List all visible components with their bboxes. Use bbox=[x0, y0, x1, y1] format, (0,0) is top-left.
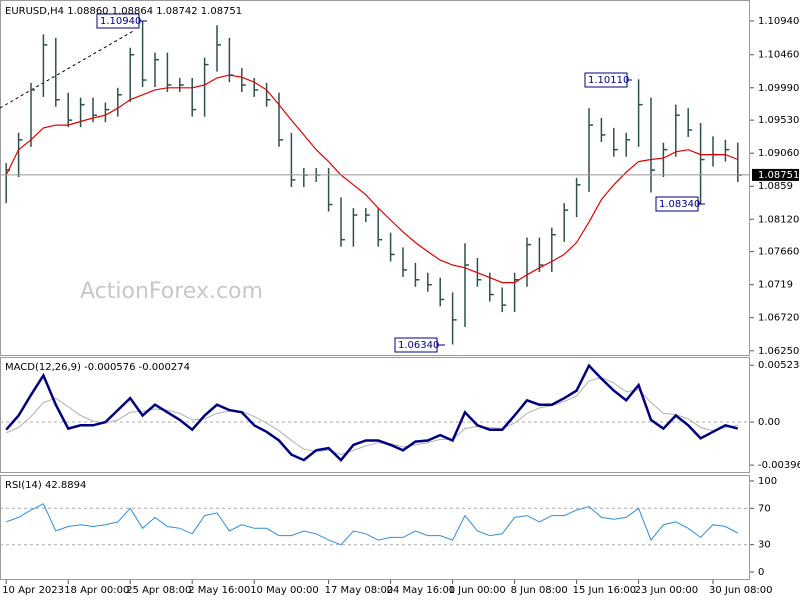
y-tick-label: 100 bbox=[758, 476, 777, 487]
series-line bbox=[6, 503, 739, 546]
y-tick-label: 1.0719 bbox=[758, 280, 793, 291]
rsi-pane bbox=[0, 475, 750, 580]
y-tick-label: 1.09060 bbox=[758, 148, 799, 159]
y-tick-label: 1.07660 bbox=[758, 247, 799, 258]
x-tick-label: 30 Jun 08:00 bbox=[709, 585, 773, 596]
y-tick-label: 1.08120 bbox=[758, 214, 799, 225]
y-tick-label: 1.10940 bbox=[758, 16, 799, 27]
annotation: 1.10110 bbox=[588, 75, 629, 86]
x-tick-label: 1 Jun 00:00 bbox=[449, 585, 506, 596]
y-tick-label: 1.10460 bbox=[758, 50, 799, 61]
x-tick-label: 10 Apr 2023 bbox=[2, 585, 64, 596]
annotation: 1.08340 bbox=[659, 199, 700, 210]
y-tick-label: 30 bbox=[758, 540, 771, 551]
x-tick-label: 24 May 16:00 bbox=[387, 585, 456, 596]
x-tick-label: 10 May 00:00 bbox=[250, 585, 319, 596]
current-price-label: 1.08751 bbox=[758, 170, 799, 181]
x-tick-label: 17 May 08:00 bbox=[325, 585, 394, 596]
pane-title: EURUSD,H4 1.08860 1.08864 1.08742 1.0875… bbox=[5, 6, 242, 17]
x-tick-label: 23 Jun 00:00 bbox=[635, 585, 699, 596]
x-tick-label: 8 Jun 08:00 bbox=[511, 585, 568, 596]
macd-pane bbox=[0, 357, 750, 473]
y-tick-label: 1.09990 bbox=[758, 83, 799, 94]
annotation: 1.06340 bbox=[398, 340, 439, 351]
x-tick-label: 18 Apr 00:00 bbox=[64, 585, 129, 596]
y-tick-label: 1.09530 bbox=[758, 115, 799, 126]
y-tick-label: 1.06250 bbox=[758, 346, 799, 357]
x-tick-label: 25 Apr 08:00 bbox=[126, 585, 191, 596]
y-tick-label: 1.06720 bbox=[758, 313, 799, 324]
annotation: 1.10940 bbox=[100, 16, 141, 27]
pane-title: MACD(12,26,9) -0.000576 -0.000274 bbox=[5, 362, 190, 373]
x-tick-label: 15 Jun 16:00 bbox=[573, 585, 637, 596]
watermark: ActionForex.com bbox=[80, 279, 263, 304]
y-tick-label: 0.005234 bbox=[758, 360, 800, 371]
series-line bbox=[6, 376, 738, 456]
series-line bbox=[5, 74, 739, 284]
price-pane bbox=[0, 0, 750, 356]
y-tick-label: 1.0859 bbox=[758, 181, 793, 192]
y-tick-label: 0 bbox=[758, 567, 764, 578]
pane-title: RSI(14) 42.8894 bbox=[5, 480, 86, 491]
y-tick-label: 70 bbox=[758, 503, 771, 514]
series-line bbox=[5, 363, 739, 462]
y-tick-label: -0.003966 bbox=[758, 460, 800, 471]
y-tick-label: 0.00 bbox=[758, 417, 780, 428]
current-price-box bbox=[752, 168, 799, 181]
x-tick-label: 2 May 16:00 bbox=[188, 585, 250, 596]
trend-line bbox=[0, 29, 136, 109]
